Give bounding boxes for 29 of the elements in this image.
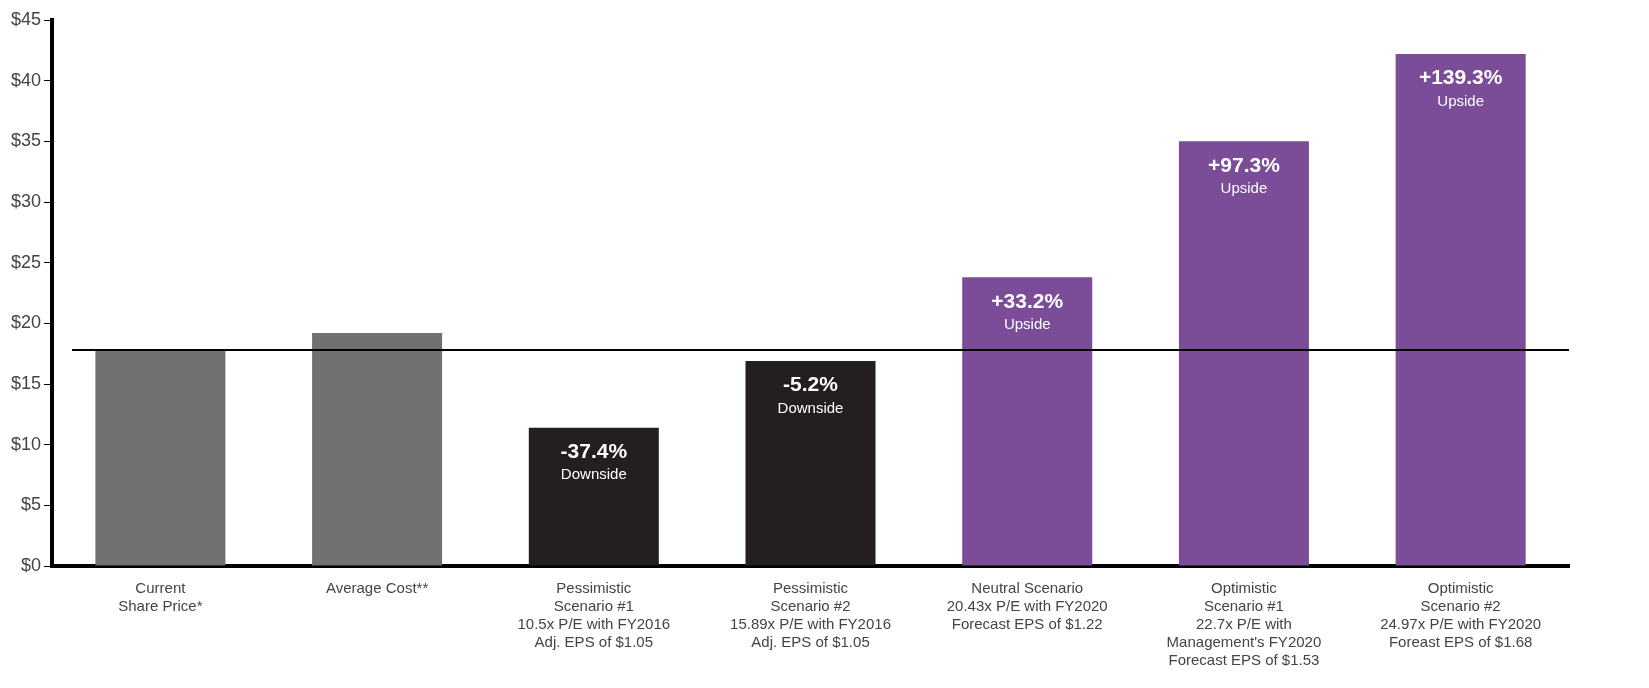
annotation: +139.3% Upside <box>1418 65 1503 109</box>
x-tick-label: Optimistic Scenario #2 24.97x P/E with FY2020 Foreast EPS of $1.68 <box>1380 579 1542 651</box>
x-tick-label: Optimistic Scenario #1 22.7x P/E with Management's FY2020 Forecast EPS of $1.53 <box>1166 579 1322 669</box>
x-tick-label: Average Cost** <box>325 579 429 597</box>
bar <box>745 360 876 566</box>
x-tick-label: Neutral Scenario 20.43x P/E with FY2020 Forecast EPS of $1.22 <box>946 579 1108 633</box>
annotation: -5.2% Downside <box>777 372 844 416</box>
y-tick-label: $35 <box>10 130 42 151</box>
y-tick-label: $10 <box>10 433 42 454</box>
x-tick-label: Pessimistic Scenario #1 10.5x P/E with FY2016 Adj. EPS of $1.05 <box>517 579 671 651</box>
bar <box>1395 53 1526 566</box>
annotation: +97.3% Upside <box>1208 152 1281 196</box>
y-tick-label: $45 <box>10 8 42 29</box>
y-tick-label: $40 <box>10 69 42 90</box>
y-tick-label: $30 <box>10 190 42 211</box>
y-tick-label: $25 <box>10 251 42 272</box>
y-tick-label: $20 <box>10 312 42 333</box>
x-tick-label: Pessimistic Scenario #2 15.89x P/E with FY2016 Adj. EPS of $1.05 <box>730 579 891 651</box>
bar <box>312 333 443 566</box>
y-tick-label: $5 <box>21 494 42 515</box>
y-tick-label: $0 <box>21 554 42 575</box>
bar <box>962 277 1093 566</box>
x-tick-label: Current Share Price* <box>118 579 203 615</box>
annotation: -37.4% Downside <box>560 438 628 483</box>
annotation: +33.2% Upside <box>991 288 1064 332</box>
bar <box>95 350 226 566</box>
bar <box>1178 141 1309 566</box>
y-tick-label: $15 <box>10 372 42 393</box>
bar <box>528 427 659 566</box>
